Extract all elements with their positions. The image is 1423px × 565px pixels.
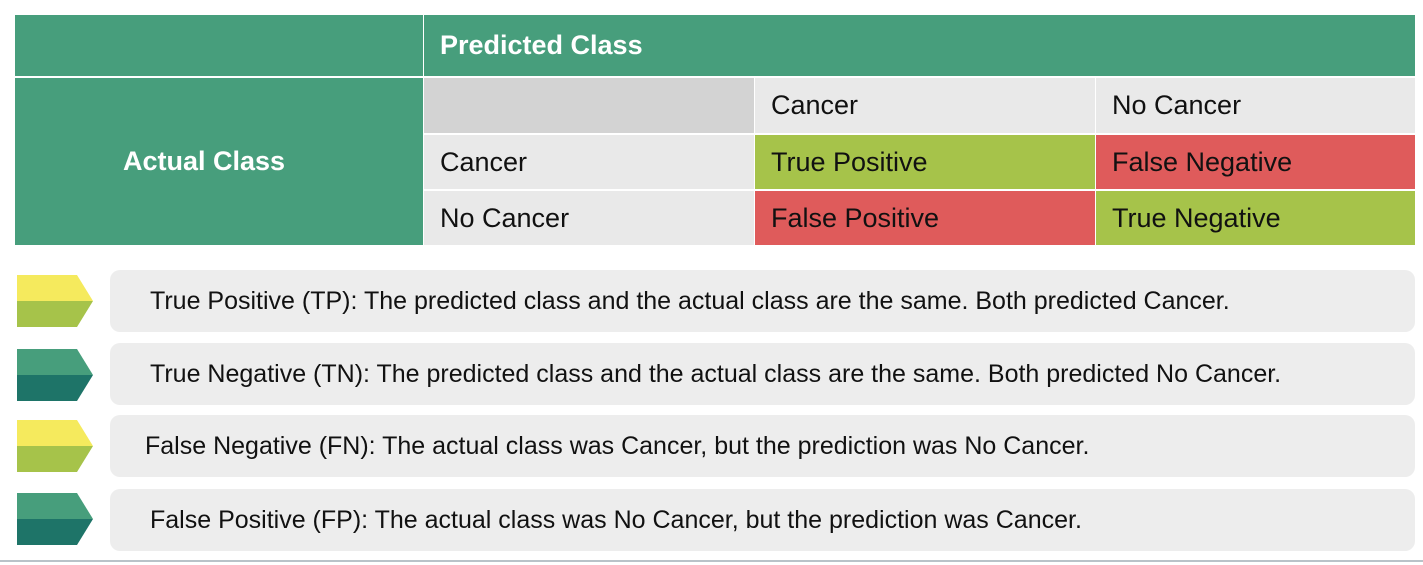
legend-item-fp: False Positive (FP): The actual class wa… <box>110 489 1415 551</box>
legend-item-fn: False Negative (FN): The actual class wa… <box>110 415 1415 477</box>
teal-arrow-icon <box>17 493 93 545</box>
bottom-divider <box>0 560 1423 562</box>
legend-text-tn: True Negative (TN): The predicted class … <box>150 359 1282 388</box>
legend-text-tp: True Positive (TP): The predicted class … <box>150 286 1230 315</box>
legend-text-fn: False Negative (FN): The actual class wa… <box>145 431 1090 460</box>
row-label-cancer: Cancer <box>424 135 754 189</box>
actual-class-header: Actual Class <box>15 78 423 245</box>
teal-arrow-icon <box>17 349 93 401</box>
legend-item-tp: True Positive (TP): The predicted class … <box>110 270 1415 332</box>
legend-item-tn: True Negative (TN): The predicted class … <box>110 343 1415 405</box>
yellow-green-arrow-icon <box>17 275 93 327</box>
col-header-cancer: Cancer <box>755 78 1095 133</box>
row-label-no-cancer: No Cancer <box>424 191 754 245</box>
predicted-class-header: Predicted Class <box>424 15 1415 76</box>
col-header-no-cancer: No Cancer <box>1096 78 1415 133</box>
blank-subheader-cell <box>424 78 754 133</box>
yellow-green-arrow-icon <box>17 420 93 472</box>
corner-header-cell <box>15 15 423 76</box>
cell-false-negative: False Negative <box>1096 135 1415 189</box>
cell-true-positive: True Positive <box>755 135 1095 189</box>
cell-false-positive: False Positive <box>755 191 1095 245</box>
cell-true-negative: True Negative <box>1096 191 1415 245</box>
legend-text-fp: False Positive (FP): The actual class wa… <box>150 505 1082 534</box>
